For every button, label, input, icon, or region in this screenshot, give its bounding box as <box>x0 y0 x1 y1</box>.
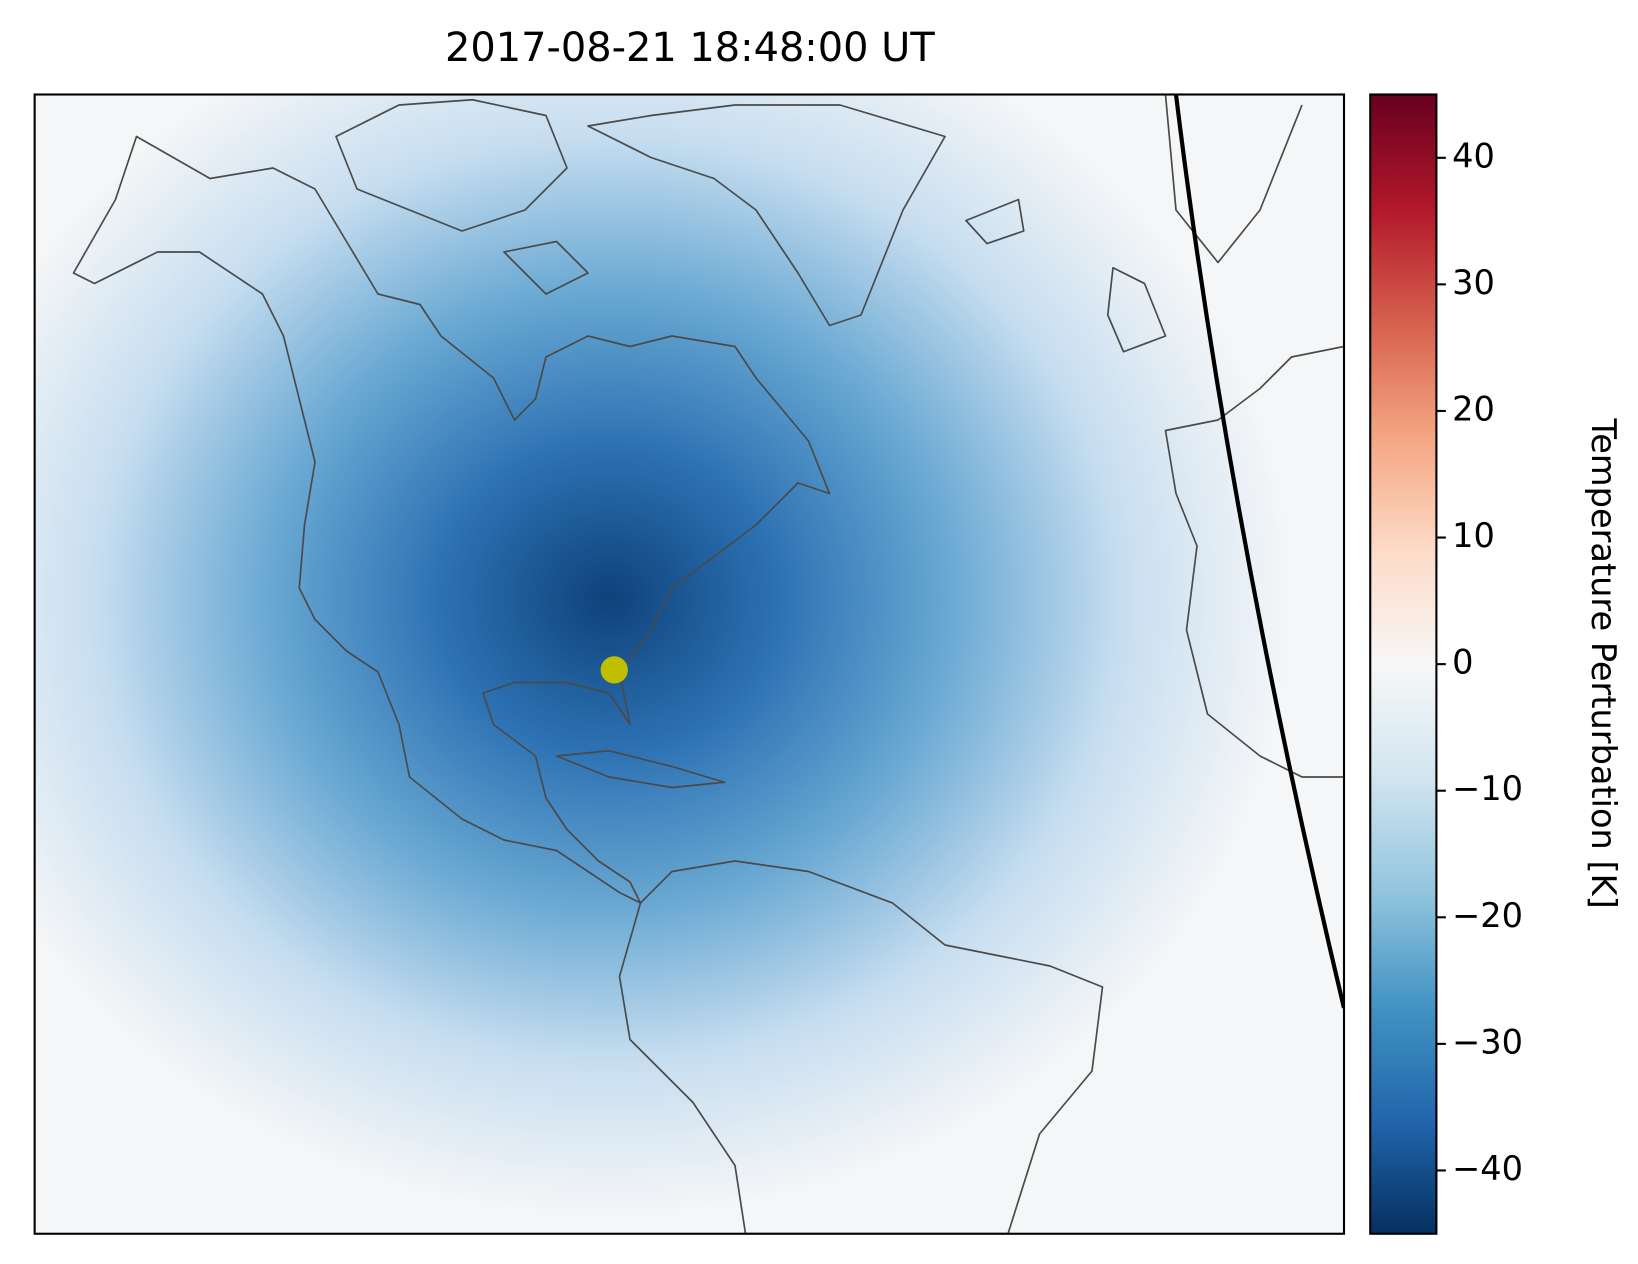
coastline <box>965 94 1303 353</box>
coastline <box>72 135 831 904</box>
map-title: 2017-08-21 18:48:00 UT <box>445 25 935 71</box>
colorbar-tick-label: 10 <box>1452 516 1495 555</box>
colorbar-tick-label: 40 <box>1452 136 1495 175</box>
colorbar-tick-label: −10 <box>1452 769 1523 808</box>
terminator-line <box>1173 94 1344 1009</box>
colorbar-tick-label: −30 <box>1452 1022 1523 1061</box>
coastline <box>555 749 726 789</box>
coastline <box>618 860 1104 1234</box>
coastline <box>587 104 946 327</box>
map-frame <box>33 93 1346 1235</box>
temperature-field <box>34 94 1344 1234</box>
coastline <box>335 98 589 295</box>
colorbar-tick-label: −20 <box>1452 896 1523 935</box>
colorbar-tick-label: 30 <box>1452 263 1495 302</box>
colorbar-label: Temperature Perturbation [K] <box>1584 417 1623 908</box>
colorbar-tick-label: 20 <box>1452 389 1495 428</box>
colorbar-tick-label: −40 <box>1452 1149 1523 1188</box>
colorbar-tick-label: 0 <box>1452 643 1473 682</box>
colorbar <box>1369 93 1438 1235</box>
location-marker <box>600 656 628 684</box>
colorbar-ticks: −40 −30 −20 −10 0 10 20 30 40 <box>1436 136 1523 1188</box>
coastline <box>1164 345 1344 778</box>
map-area <box>34 94 1344 1234</box>
